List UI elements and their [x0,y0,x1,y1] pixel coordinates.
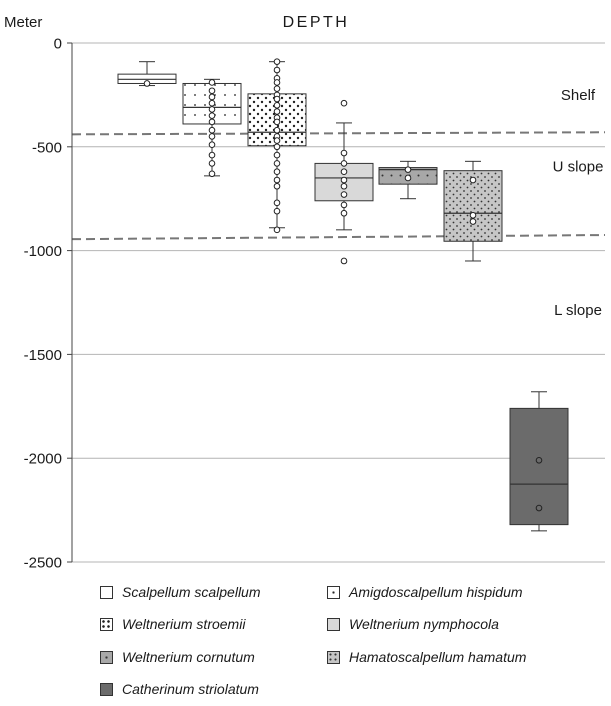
data-point [208,126,216,134]
chart-title: DEPTH [283,14,350,31]
y-tick-label: -2500 [24,555,62,572]
data-point [273,226,281,234]
data-point [273,137,281,144]
data-point [469,212,477,219]
data-point [273,108,281,115]
data-point [208,87,216,95]
y-tick-label: -1000 [24,243,62,260]
data-point [535,504,543,512]
data-point [208,141,216,149]
data-point [273,182,281,190]
data-point [273,66,281,74]
data-point [340,182,348,190]
box-2 [247,58,307,234]
data-point [273,160,281,167]
y-tick-label: -2000 [24,451,62,468]
y-tick-label: -1500 [24,347,62,364]
data-point [404,166,412,173]
data-point [340,201,348,209]
data-point [404,174,412,182]
box-5 [443,160,503,262]
data-point [340,257,348,265]
data-point [208,160,216,167]
data-point [208,151,216,159]
data-point [208,170,216,178]
data-point [340,99,348,107]
y-tick-label: 0 [54,36,62,53]
data-point [340,160,348,167]
y-tick-label: -500 [32,139,62,156]
data-point [340,191,348,198]
data-point [273,207,281,215]
data-point [208,112,216,119]
data-point [273,126,281,134]
data-point [273,85,281,92]
box-4 [378,160,438,200]
data-point [273,118,281,126]
box-3 [314,99,374,265]
data-point [273,79,281,86]
data-point [273,199,281,207]
zone-label: L slope [554,302,602,319]
data-point [273,95,281,103]
data-point [273,58,281,65]
data-point [340,149,348,157]
data-point [208,133,216,140]
data-point [208,106,216,113]
data-point [273,168,281,176]
data-point [340,168,348,176]
box-0 [117,61,177,87]
data-point [273,143,281,151]
box-6 [509,391,569,532]
data-point [340,176,348,184]
data-point [340,209,348,217]
data-point [535,456,543,464]
zone-boundary-line [71,131,606,136]
data-point [469,176,477,184]
data-point [273,151,281,159]
data-point [208,99,216,107]
data-point [273,101,281,109]
y-axis-label: Meter [4,14,42,31]
box-1 [182,78,242,178]
data-point [273,176,281,184]
data-point [143,80,151,87]
data-point [208,79,216,86]
data-point [208,118,216,126]
zone-label: Shelf [561,87,596,104]
data-point [469,218,477,225]
zone-boundary-line [71,234,606,241]
data-point [208,93,216,101]
zone-label: U slope [553,159,604,176]
